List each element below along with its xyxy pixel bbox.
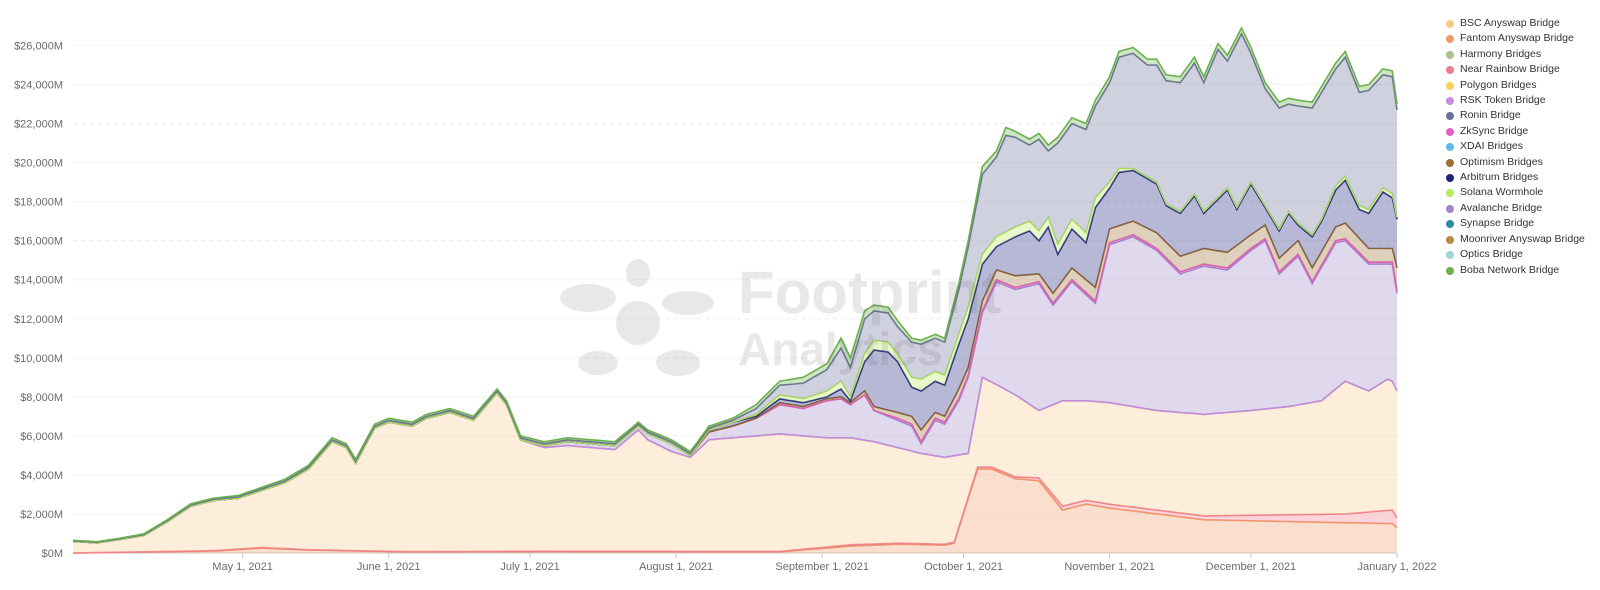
legend-item[interactable]: Synapse Bridge: [1446, 216, 1596, 231]
y-tick-label: $10,000M: [14, 353, 63, 365]
legend-item[interactable]: Near Rainbow Bridge: [1446, 62, 1596, 77]
legend-item[interactable]: Optics Bridge: [1446, 247, 1596, 262]
y-tick-label: $8,000M: [20, 392, 63, 404]
x-tick-label: May 1, 2021: [212, 561, 273, 573]
legend-swatch-icon: [1446, 20, 1454, 28]
legend-label: Synapse Bridge: [1460, 217, 1535, 230]
legend-label: Polygon Bridges: [1460, 78, 1537, 91]
area-series: [72, 26, 1398, 554]
area-ronin-bridge: [73, 33, 1397, 543]
y-tick-label: $18,000M: [14, 197, 63, 209]
axes: $0M $2,000M $4,000M $6,000M $8,000M $10,000M $…: [14, 41, 1436, 573]
legend-swatch-icon: [1446, 266, 1454, 275]
legend-item[interactable]: Arbitrum Bridges: [1446, 170, 1596, 185]
x-tick-label: January 1, 2022: [1358, 561, 1437, 573]
legend-item[interactable]: Boba Network Bridge: [1446, 263, 1596, 278]
legend-label: Moonriver Anyswap Bridge: [1460, 232, 1585, 245]
y-tick-label: $6,000M: [20, 431, 63, 443]
area-near-rainbow-bridge: [73, 467, 1397, 553]
legend-swatch-icon: [1446, 235, 1454, 244]
y-tick-label: $4,000M: [20, 470, 63, 482]
legend-swatch-icon: [1446, 35, 1454, 44]
legend-label: XDAI Bridges: [1460, 140, 1524, 153]
legend-swatch-icon: [1446, 97, 1454, 106]
legend-item[interactable]: Polygon Bridges: [1446, 78, 1596, 93]
line-solana-wormhole: [72, 167, 1398, 544]
legend-item[interactable]: BSC Anyswap Bridge: [1446, 16, 1596, 31]
y-tick-label: $24,000M: [14, 80, 63, 92]
x-tick-label: December 1, 2021: [1206, 561, 1297, 573]
legend-label: Harmony Bridges: [1460, 47, 1542, 60]
legend-label: Ronin Bridge: [1460, 109, 1521, 122]
y-tick-label: $20,000M: [14, 158, 63, 170]
legend-swatch-icon: [1446, 220, 1454, 229]
line-boba-network-bridge: [72, 26, 1398, 543]
legend-item[interactable]: XDAI Bridges: [1446, 139, 1596, 154]
x-tick-label: June 1, 2021: [357, 561, 421, 573]
legend-label: RSK Token Bridge: [1460, 94, 1546, 107]
legend-item[interactable]: ZkSync Bridge: [1446, 124, 1596, 139]
y-tick-label: $16,000M: [14, 236, 63, 248]
legend-item[interactable]: Ronin Bridge: [1446, 108, 1596, 123]
legend-label: Optimism Bridges: [1460, 155, 1543, 168]
legend-label: ZkSync Bridge: [1460, 124, 1529, 137]
area-arbitrum-bridges: [73, 170, 1397, 543]
legend-swatch-icon: [1446, 81, 1454, 90]
legend-swatch-icon: [1446, 204, 1454, 213]
legend-label: Boba Network Bridge: [1460, 263, 1560, 276]
y-tick-label: $12,000M: [14, 314, 63, 326]
x-tick-label: October 1, 2021: [924, 561, 1003, 573]
x-tick-label: July 1, 2021: [500, 561, 559, 573]
line-near-rainbow-bridge: [72, 466, 1398, 554]
legend-label: Arbitrum Bridges: [1460, 171, 1539, 184]
y-tick-label: $2,000M: [20, 509, 63, 521]
legend-item[interactable]: Solana Wormhole: [1446, 185, 1596, 200]
x-tick-label: September 1, 2021: [775, 561, 869, 573]
legend-item[interactable]: Fantom Anyswap Bridge: [1446, 31, 1596, 46]
legend-item[interactable]: Harmony Bridges: [1446, 47, 1596, 62]
y-tick-label: $14,000M: [14, 275, 63, 287]
area-fantom-anyswap-bridge: [73, 469, 1397, 553]
legend: BSC Anyswap Bridge Fantom Anyswap Bridge H…: [1446, 16, 1596, 278]
legend-swatch-icon: [1446, 251, 1454, 260]
legend-swatch-icon: [1446, 158, 1454, 167]
x-tick-label: November 1, 2021: [1064, 561, 1155, 573]
legend-label: Near Rainbow Bridge: [1460, 63, 1560, 76]
legend-item[interactable]: Moonriver Anyswap Bridge: [1446, 232, 1596, 247]
legend-swatch-icon: [1446, 143, 1454, 152]
y-tick-label: $22,000M: [14, 119, 63, 131]
legend-swatch-icon: [1446, 50, 1454, 59]
legend-label: Optics Bridge: [1460, 248, 1524, 261]
legend-swatch-icon: [1446, 174, 1454, 183]
legend-swatch-icon: [1446, 189, 1454, 198]
area-bsc-anyswap-bridge: [73, 377, 1397, 553]
grid-lines: [73, 45, 1397, 554]
line-ronin-bridge: [72, 32, 1398, 544]
legend-swatch-icon: [1446, 66, 1454, 75]
legend-swatch-icon: [1446, 127, 1454, 136]
legend-item[interactable]: Avalanche Bridge: [1446, 201, 1596, 216]
area-avalanche-bridge: [73, 236, 1397, 543]
legend-label: Solana Wormhole: [1460, 186, 1544, 199]
legend-swatch-icon: [1446, 112, 1454, 121]
legend-item[interactable]: Optimism Bridges: [1446, 155, 1596, 170]
y-tick-label: $0M: [42, 548, 63, 560]
x-tick-label: August 1, 2021: [639, 561, 713, 573]
legend-label: Fantom Anyswap Bridge: [1460, 32, 1574, 45]
y-tick-label: $26,000M: [14, 41, 63, 53]
legend-label: Avalanche Bridge: [1460, 201, 1543, 214]
legend-label: BSC Anyswap Bridge: [1460, 17, 1560, 29]
legend-item[interactable]: RSK Token Bridge: [1446, 93, 1596, 108]
